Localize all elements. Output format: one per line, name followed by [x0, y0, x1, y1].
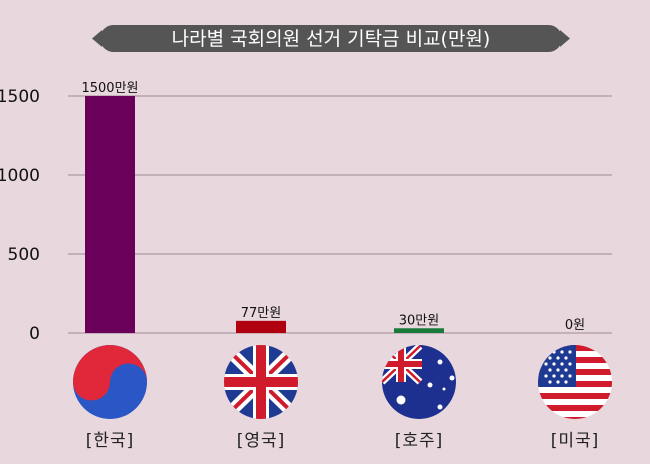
- data-label-3: 0원: [565, 318, 585, 333]
- y-axis-ticks: 0 500 1000 1500: [0, 87, 40, 344]
- category-label-2: [호주]: [395, 431, 444, 451]
- bars: [85, 96, 444, 333]
- bar-2: [394, 328, 444, 333]
- y-tick-label-3: 1500: [0, 87, 40, 107]
- data-label-0: 1500만원: [81, 81, 138, 96]
- chart-title: 나라별 국회의원 선거 기탁금 비교(만원): [172, 28, 491, 50]
- y-tick-label-2: 1000: [0, 166, 40, 186]
- category-label-0: [한국]: [86, 431, 135, 451]
- australia-flag-icon: [382, 345, 456, 419]
- data-label-1: 77만원: [241, 306, 281, 321]
- y-tick-label-1: 500: [8, 245, 40, 265]
- title-banner: 나라별 국회의원 선거 기탁금 비교(만원): [92, 25, 570, 52]
- data-label-2: 30만원: [399, 313, 439, 328]
- uk-flag-icon: [224, 345, 298, 419]
- usa-flag-icon: [538, 345, 612, 419]
- category-label-1: [영국]: [237, 431, 286, 451]
- bar-0: [85, 96, 135, 333]
- data-labels: 1500만원 77만원 30만원 0원: [81, 81, 585, 333]
- category-labels: [한국] [영국] [호주] [미국]: [86, 431, 600, 451]
- category-label-3: [미국]: [551, 431, 600, 451]
- bar-1: [236, 320, 286, 333]
- korea-flag-icon: [73, 345, 147, 419]
- y-tick-label-0: 0: [29, 324, 40, 344]
- grid-lines: [68, 95, 612, 334]
